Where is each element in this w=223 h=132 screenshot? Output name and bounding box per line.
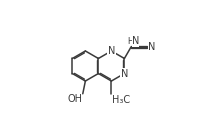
Text: N: N — [121, 69, 128, 79]
Text: N: N — [132, 36, 139, 46]
Text: N: N — [148, 42, 155, 52]
Text: H₃C: H₃C — [112, 95, 130, 105]
Text: H: H — [127, 37, 133, 46]
Text: N: N — [108, 46, 115, 56]
Text: OH: OH — [67, 94, 82, 104]
